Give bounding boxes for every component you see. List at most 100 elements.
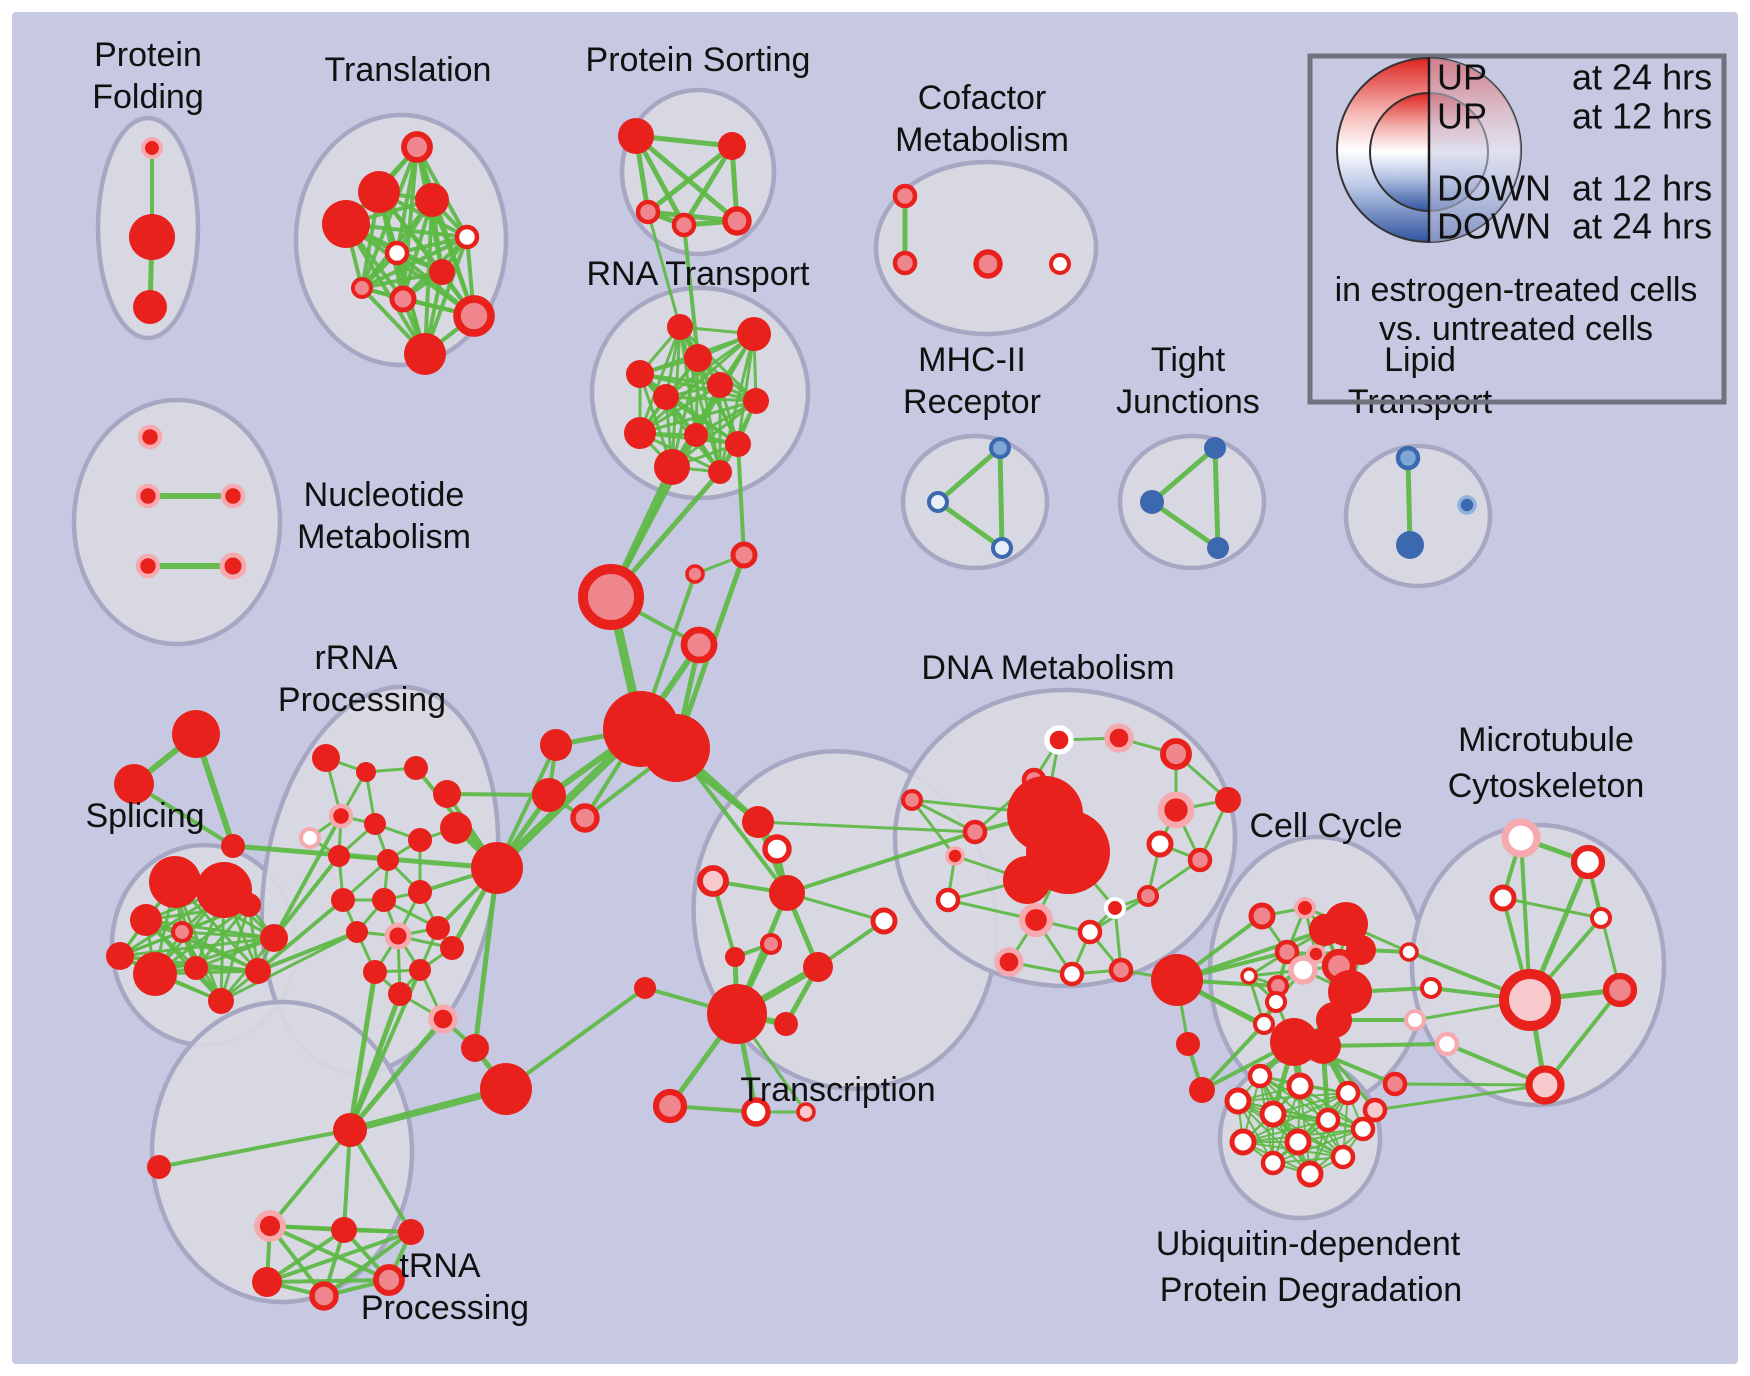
node-dn20 bbox=[994, 947, 1024, 977]
edge bbox=[910, 798, 957, 858]
edge bbox=[664, 395, 758, 403]
node-cc18 bbox=[1189, 1077, 1215, 1103]
node-cc7 bbox=[1264, 990, 1288, 1014]
node-mt1 bbox=[1501, 818, 1541, 858]
legend-caption-line-1: vs. untreated cells bbox=[1379, 310, 1653, 348]
node-ub9 bbox=[1284, 1128, 1312, 1156]
node-tr5 bbox=[454, 224, 480, 250]
node-rt3 bbox=[684, 344, 712, 372]
node-pf1 bbox=[140, 136, 164, 160]
node-rt5 bbox=[707, 372, 733, 398]
node-rt1 bbox=[667, 314, 693, 340]
legend-direction-0: UP bbox=[1437, 57, 1487, 98]
node-nm2 bbox=[135, 483, 161, 509]
node-tg3 bbox=[221, 834, 245, 858]
node-tr11 bbox=[404, 333, 446, 375]
node-rr21 bbox=[388, 982, 412, 1006]
node-rr8 bbox=[377, 849, 399, 871]
node-dn22 bbox=[1108, 957, 1134, 983]
edge bbox=[118, 936, 276, 958]
node-tn2 bbox=[331, 1217, 357, 1243]
edge bbox=[1543, 988, 1622, 1087]
legend-direction-1: UP bbox=[1437, 96, 1487, 137]
node-rr19 bbox=[440, 936, 464, 960]
node-sp10 bbox=[260, 924, 288, 952]
node-sp6 bbox=[133, 952, 177, 996]
node-rr9 bbox=[408, 828, 432, 852]
edge bbox=[756, 820, 977, 834]
edge bbox=[1321, 1042, 1449, 1048]
cluster-label-protein-sorting: Protein Sorting bbox=[586, 41, 811, 79]
node-nm1 bbox=[137, 424, 163, 450]
node-h6 bbox=[532, 778, 566, 812]
node-pf3 bbox=[133, 290, 167, 324]
node-h4 bbox=[680, 626, 718, 664]
node-cc5 bbox=[1288, 955, 1318, 985]
node-ub6 bbox=[1315, 1107, 1341, 1133]
node-nm5 bbox=[219, 552, 247, 580]
node-nm3 bbox=[220, 483, 246, 509]
cluster-label-transcription: Transcription bbox=[740, 1071, 935, 1109]
node-sp5 bbox=[170, 920, 194, 944]
legend-time-2: at 12 hrs bbox=[1572, 168, 1712, 209]
node-tc11 bbox=[803, 952, 833, 982]
edge bbox=[696, 356, 740, 446]
node-tn1 bbox=[254, 1210, 286, 1242]
node-tc9 bbox=[707, 984, 767, 1044]
node-rt6 bbox=[653, 384, 679, 410]
node-mh1 bbox=[988, 436, 1012, 460]
node-dn15 bbox=[935, 887, 961, 913]
node-tg2 bbox=[114, 764, 154, 804]
node-rr13 bbox=[408, 880, 432, 904]
node-tr6 bbox=[384, 240, 410, 266]
node-cc4 bbox=[1306, 944, 1326, 964]
node-ub11 bbox=[1260, 1150, 1286, 1176]
node-dn11 bbox=[1003, 856, 1051, 904]
edge bbox=[670, 356, 700, 469]
cluster-label-trna-processing: tRNA bbox=[399, 1247, 481, 1285]
node-cc21 bbox=[1403, 1008, 1427, 1032]
node-cc23 bbox=[1382, 1071, 1408, 1097]
node-pf2 bbox=[129, 214, 175, 260]
node-tn5 bbox=[309, 1281, 339, 1311]
node-rt9 bbox=[624, 417, 656, 449]
node-dn12 bbox=[945, 846, 965, 866]
node-rr17 bbox=[363, 960, 387, 984]
node-rrh bbox=[471, 842, 523, 894]
node-mt2 bbox=[1570, 844, 1606, 880]
node-ps1 bbox=[618, 118, 654, 154]
node-dn19 bbox=[1077, 919, 1103, 945]
edge bbox=[682, 223, 700, 360]
node-cc3 bbox=[1274, 939, 1300, 965]
edge bbox=[638, 399, 758, 435]
node-cc15 bbox=[1270, 1018, 1318, 1066]
node-ub1 bbox=[1247, 1063, 1273, 1089]
node-tc7 bbox=[759, 932, 783, 956]
edge bbox=[180, 930, 276, 940]
node-tc16 bbox=[870, 907, 898, 935]
node-nb1 bbox=[962, 819, 988, 845]
node-tr4 bbox=[322, 200, 370, 248]
cluster-label-dna-metabolism: DNA Metabolism bbox=[921, 649, 1174, 687]
legend-time-0: at 24 hrs bbox=[1572, 57, 1712, 98]
edge bbox=[230, 843, 500, 871]
node-tc2 bbox=[762, 834, 792, 864]
node-dn24 bbox=[1176, 1032, 1200, 1056]
node-sp8 bbox=[208, 988, 234, 1014]
edge bbox=[347, 969, 378, 1133]
node-rr3 bbox=[404, 756, 428, 780]
node-dn21 bbox=[1059, 961, 1085, 987]
edge bbox=[268, 1224, 391, 1282]
node-tc13 bbox=[741, 1097, 771, 1127]
edge bbox=[322, 1230, 413, 1298]
node-mh3 bbox=[990, 536, 1014, 560]
node-tc14 bbox=[796, 1102, 816, 1122]
legend-direction-3: DOWN bbox=[1437, 206, 1551, 247]
node-rr12 bbox=[372, 888, 396, 912]
node-h7 bbox=[570, 803, 600, 833]
edge bbox=[157, 1128, 352, 1169]
node-tj2 bbox=[1140, 490, 1164, 514]
cluster-label-mhc-ii-receptor: Receptor bbox=[903, 383, 1041, 421]
